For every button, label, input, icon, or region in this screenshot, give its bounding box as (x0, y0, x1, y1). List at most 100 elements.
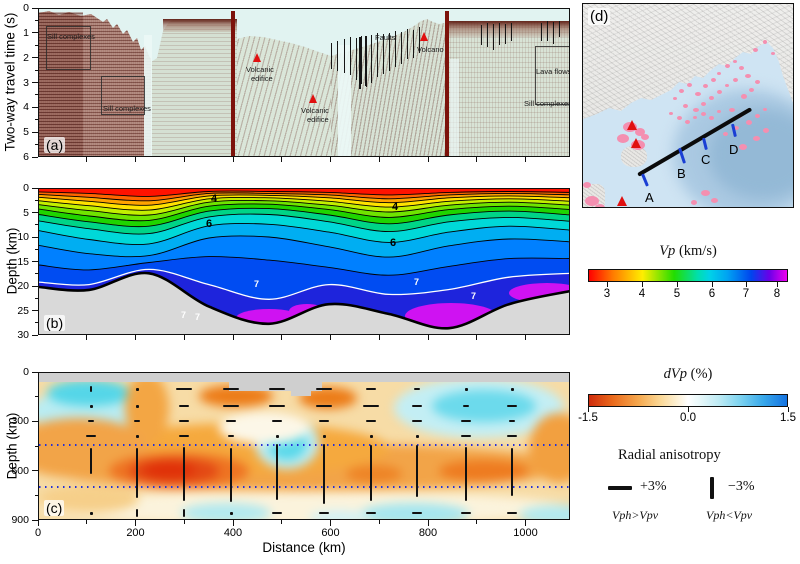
volcanic-rock-patch (753, 48, 758, 52)
annotation-label: Lava flows (536, 67, 570, 76)
hainan-island (621, 146, 647, 167)
y-axis-tick-label: 25 (17, 304, 29, 317)
anisotropy-marker-h (366, 511, 376, 515)
vp-colorbar-tick-label: 8 (773, 288, 781, 300)
anisotropy-marker-v (229, 448, 233, 502)
vp-colorbar-tick-label: 7 (742, 288, 750, 300)
tomography-anomaly-field (39, 373, 569, 519)
vp-contour-line (39, 190, 569, 197)
volcanic-rock-patch (745, 74, 751, 78)
contour-label-7-white: 7 (414, 277, 420, 287)
anisotropy-marker-v (464, 447, 468, 501)
anisotropy-marker-h (269, 404, 285, 408)
velocity-model-plot (39, 189, 569, 334)
x-axis-tick (525, 157, 527, 162)
y-axis-tick (32, 371, 38, 373)
anisotropy-marker-h (366, 387, 376, 391)
volcanic-rock-patch (583, 182, 591, 188)
annotation-box (535, 46, 569, 105)
platform-cap-reflector (163, 19, 237, 32)
volcanic-rock-patch (717, 72, 721, 75)
y-axis-tick (32, 470, 38, 472)
volcanic-rock-patch (617, 134, 629, 143)
y-axis-minor-tick (34, 322, 38, 324)
anisotropy-marker-d (89, 404, 93, 408)
annotation-label: Volcano (417, 45, 444, 54)
contour-label-7-white: 7 (254, 279, 260, 289)
noise-stripe (231, 11, 235, 156)
anisotropy-marker-h (228, 434, 234, 438)
x-axis-tick-label: 1000 (513, 527, 538, 539)
x-axis-tick (183, 335, 185, 340)
vp-contour-line (39, 196, 569, 211)
right-platform-cap-reflector (449, 21, 569, 37)
dvp-colorbar-tick (787, 407, 789, 412)
anisotropy-marker-h (179, 419, 189, 423)
dvp-colorbar-tick-label: 0.0 (680, 412, 696, 424)
anisotropy-marker-h (463, 404, 469, 408)
horizontal-dash-symbol (608, 486, 632, 490)
x-axis-tick (427, 520, 429, 526)
anisotropy-marker-v (135, 509, 139, 517)
volcanic-rock-patch (739, 66, 744, 70)
anisotropy-marker-d (510, 387, 514, 391)
vp-band-b10 (39, 223, 569, 258)
y-axis-tick-label: 0 (23, 182, 29, 194)
anisotropy-marker-h (272, 419, 282, 423)
x-axis-tick (135, 335, 137, 340)
dvp-unit: (%) (686, 366, 713, 382)
x-axis-tick (378, 335, 380, 340)
volcanic-rock-patch (733, 60, 737, 63)
anomaly-blob (143, 462, 195, 478)
volcanic-rock-patch (771, 52, 775, 55)
anomaly-blob (181, 503, 271, 519)
anisotropy-marker-d (275, 434, 279, 438)
vp-colorbar-tick-label: 3 (603, 288, 611, 300)
x-axis-tick (476, 335, 478, 340)
fault-line (487, 23, 489, 47)
dvp-colorbar-title: dVp (%) (588, 366, 788, 383)
y-axis-minor-tick (34, 273, 38, 275)
y-axis-tick-label: 15 (17, 255, 29, 268)
fault-line (493, 24, 495, 50)
annotation-label: edifice (307, 115, 329, 124)
x-axis-tick (135, 520, 137, 526)
vp-colorbar (588, 269, 788, 282)
volcanic-rock-patch (755, 80, 760, 84)
volcanic-rock-patch (763, 128, 769, 133)
anisotropy-marker-h (509, 419, 515, 423)
fault-line (383, 34, 385, 74)
volcano-triangle-icon (631, 138, 641, 148)
fault-line (511, 23, 513, 41)
anomaly-blob (432, 390, 536, 422)
anisotropy-marker-h (319, 419, 329, 423)
dvp-colorbar (588, 394, 788, 407)
anisotropy-marker-v (89, 386, 93, 392)
vph-gt-vpv-label: Vph>Vpv (612, 508, 659, 522)
dvp-symbol: dVp (663, 366, 687, 382)
panel-c-label: (c) (44, 500, 65, 516)
fault-line (481, 25, 483, 45)
x-axis-tick (330, 520, 332, 526)
x-axis-tick (476, 157, 478, 162)
basement-gray (39, 273, 569, 334)
y-axis-minor-tick (34, 199, 38, 201)
volcanic-rock-patch (733, 78, 738, 82)
volcanic-rock-patch (733, 126, 739, 130)
volcanic-rock-patch (673, 97, 677, 100)
anisotropy-marker-d (135, 387, 139, 391)
x-axis-tick (281, 335, 283, 340)
y-axis-tick (32, 57, 38, 59)
y-axis-tick (32, 212, 38, 214)
x-axis-tick-label: 0 (34, 527, 42, 539)
anisotropy-marker-v (182, 447, 186, 501)
y-axis-tick-label: 300 (11, 415, 29, 428)
vp-contour-line (39, 256, 569, 276)
vp-contour-line (39, 203, 569, 222)
volcanic-rock-patch (723, 132, 728, 136)
dvp-colorbar-tick-label: -1.5 (578, 412, 598, 424)
anisotropy-marker-h (461, 511, 471, 515)
volcanic-rock-patch (725, 64, 730, 68)
volcanic-rock-patch (669, 112, 673, 115)
